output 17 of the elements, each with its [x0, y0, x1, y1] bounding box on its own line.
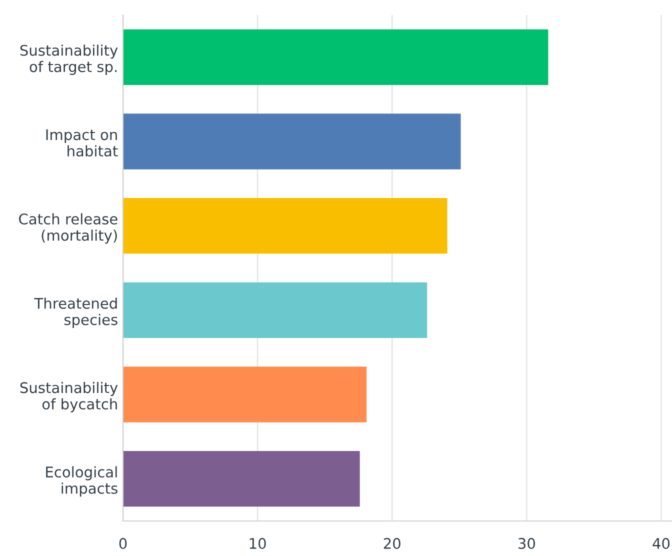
y-tick-label: Ecological impacts [46, 466, 118, 497]
x-tick-label: 20 [384, 538, 400, 549]
x-tick-label: 30 [518, 538, 535, 549]
y-tick-label: Threatened species [34, 298, 118, 328]
bar [123, 114, 461, 170]
y-tick-label: Catch release (mortality) [19, 213, 118, 244]
x-tick-label: 10 [250, 538, 266, 549]
x-tick-label: 0 [119, 538, 127, 549]
bar [123, 198, 448, 254]
y-tick-label: Sustainability of target sp. [20, 44, 118, 76]
bar [123, 29, 548, 85]
x-tick-label: 40 [652, 538, 670, 549]
bar [123, 451, 360, 507]
bar [123, 282, 428, 338]
y-tick-label: Sustainability of bycatch [20, 382, 118, 412]
y-tick-label: Impact on habitat [46, 129, 118, 157]
bar [123, 366, 367, 422]
